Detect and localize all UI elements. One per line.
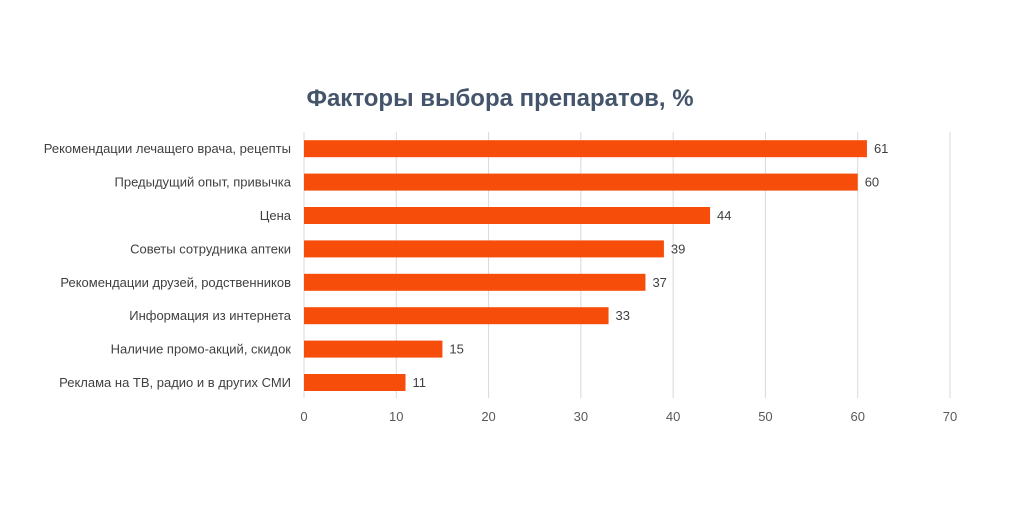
data-label: 60 bbox=[865, 175, 879, 190]
bar bbox=[304, 307, 609, 325]
gridlines bbox=[303, 132, 951, 398]
category-label: Наличие промо-акций, скидок bbox=[111, 342, 292, 357]
data-label: 11 bbox=[413, 375, 427, 390]
bar bbox=[304, 374, 406, 391]
category-label: Советы сотрудника аптеки bbox=[130, 241, 291, 256]
bar bbox=[304, 140, 867, 158]
bar bbox=[304, 173, 858, 191]
x-tick-label: 20 bbox=[481, 409, 495, 424]
data-label: 44 bbox=[717, 208, 731, 223]
labels: 0 10 20 30 40 50 60 70 Рекомендации лечащего вра… bbox=[44, 141, 957, 424]
bar bbox=[304, 340, 443, 358]
x-tick-label: 30 bbox=[574, 409, 588, 424]
data-label: 37 bbox=[652, 275, 666, 290]
data-label: 61 bbox=[874, 141, 888, 156]
bar bbox=[304, 240, 664, 258]
category-label: Информация из интернета bbox=[129, 308, 292, 323]
category-label: Предыдущий опыт, привычка bbox=[115, 175, 292, 190]
category-label: Рекомендации друзей, родственников bbox=[60, 275, 291, 290]
x-tick-label: 60 bbox=[850, 409, 864, 424]
data-label: 33 bbox=[616, 308, 630, 323]
category-label: Рекомендации лечащего врача, рецепты bbox=[44, 141, 291, 156]
x-tick-label: 50 bbox=[758, 409, 772, 424]
x-tick-label: 40 bbox=[666, 409, 680, 424]
category-label: Реклама на ТВ, радио и в других СМИ bbox=[59, 375, 291, 390]
data-label: 39 bbox=[671, 241, 685, 256]
x-tick-label: 70 bbox=[943, 409, 957, 424]
category-label: Цена bbox=[260, 208, 292, 223]
bar bbox=[304, 273, 646, 291]
chart-title: Факторы выбора препаратов, % bbox=[306, 85, 694, 112]
x-tick-label: 10 bbox=[389, 409, 403, 424]
x-tick-label: 0 bbox=[300, 409, 307, 424]
bars bbox=[304, 140, 867, 391]
bar bbox=[304, 207, 711, 224]
data-label: 15 bbox=[449, 342, 463, 357]
